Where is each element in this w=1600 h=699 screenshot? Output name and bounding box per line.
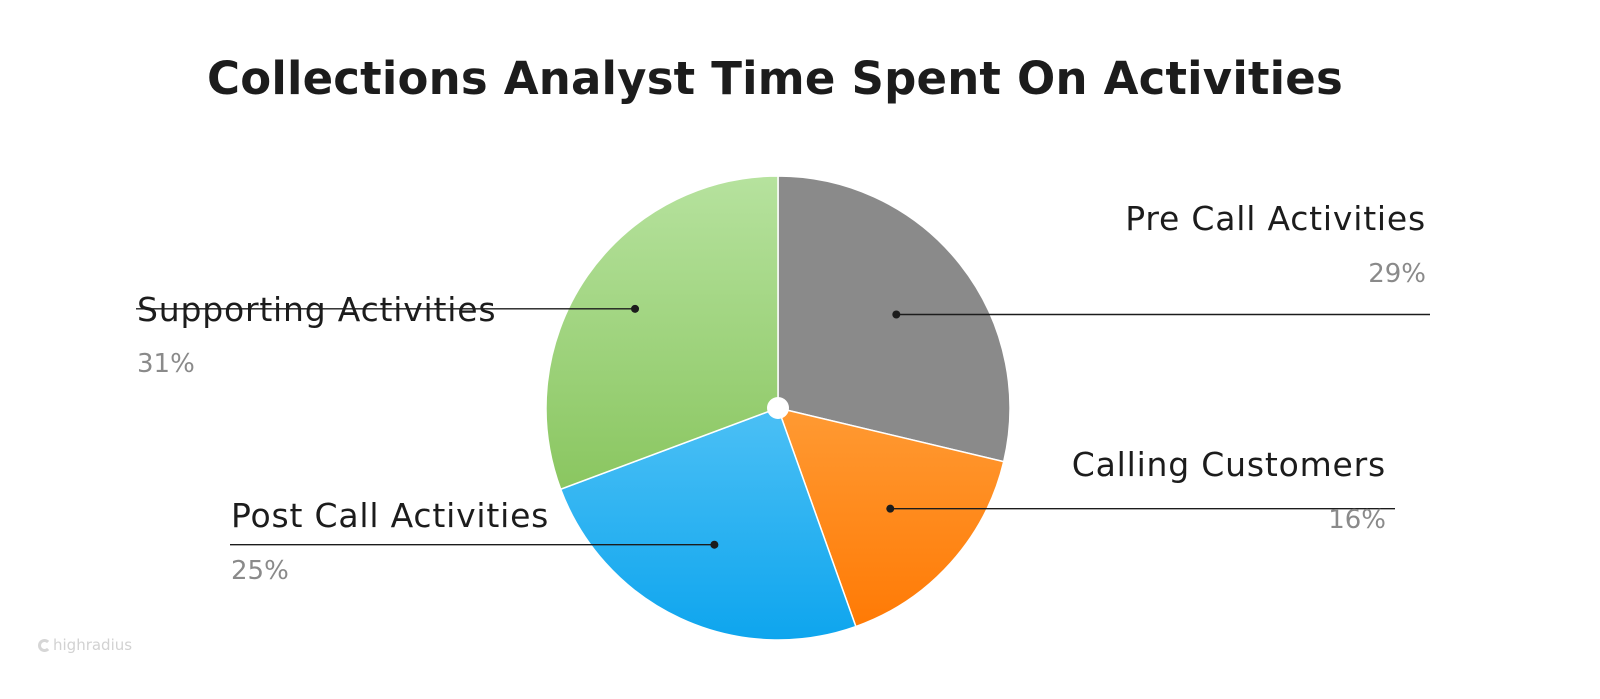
leader-dot-calling-customers [886,504,895,513]
slice-value-post-call-activities: 25% [231,556,289,586]
leader-dot-post-call-activities [710,540,719,549]
chart-title: Collections Analyst Time Spent On Activi… [206,52,1344,105]
pie-slice-calling-customers [776,406,1005,628]
leader-dot-supporting-activities [631,304,640,313]
slice-value-calling-customers: 16% [1328,505,1386,535]
pie-slice-post-call-activities [559,407,857,641]
slice-label-calling-customers: Calling Customers [1072,445,1386,484]
slice-label-pre-call-activities: Pre Call Activities [1125,199,1426,238]
slice-value-supporting-activities: 31% [137,349,195,379]
slice-value-pre-call-activities: 29% [1368,259,1426,289]
slice-label-supporting-activities: Supporting Activities [137,290,496,329]
brand-name: highradius [53,636,133,654]
slice-label-post-call-activities: Post Call Activities [231,496,549,535]
leader-dot-pre-call-activities [892,310,901,319]
pie-center-dot [767,397,789,419]
brand-watermark: highradius [38,636,132,654]
brand-logo-icon [38,638,51,652]
pie-slice-pre-call-activities [777,175,1011,463]
pie-slice-supporting-activities [545,175,779,491]
